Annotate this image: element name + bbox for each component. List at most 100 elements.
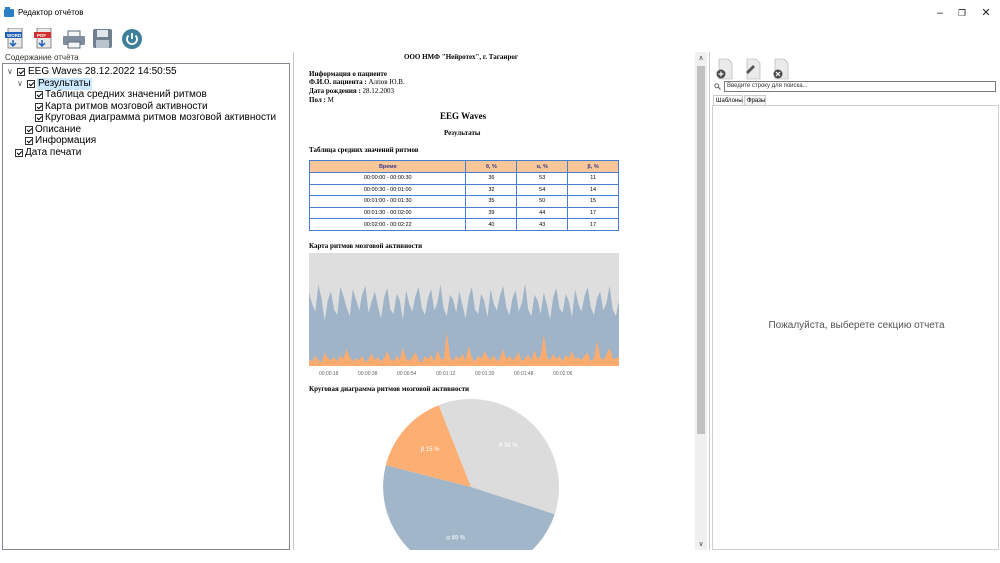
table-cell: 15 xyxy=(567,195,619,208)
tab-templates[interactable]: Шаблоны xyxy=(713,95,743,105)
tree-caption: Содержание отчёта xyxy=(5,53,79,62)
tree-checkbox[interactable] xyxy=(35,91,43,99)
add-template-button[interactable] xyxy=(716,58,734,80)
table-cell: 17 xyxy=(567,206,619,220)
delete-document-icon xyxy=(773,58,789,80)
patient-sex-line: Пол : М xyxy=(309,96,334,104)
report-contents-panel: Содержание отчёта ∨ EEG Waves 28.12.2022… xyxy=(2,52,290,550)
table-row: 00:01:30 - 00:02:00 39 44 17 xyxy=(308,206,619,220)
table-header: Время xyxy=(308,160,467,173)
chevron-down-icon[interactable]: ∨ xyxy=(7,67,13,76)
alpha-area xyxy=(309,283,619,366)
table-header-row: Время θ, % α, % β, % xyxy=(308,160,619,173)
rhythm-averages-table: Время θ, % α, % β, % 00:00:00 - 00:00:30… xyxy=(308,160,619,231)
table-cell: 11 xyxy=(567,172,619,185)
tree-checkbox[interactable] xyxy=(15,149,23,157)
delete-template-button[interactable] xyxy=(772,58,790,80)
chevron-down-icon[interactable]: ∨ xyxy=(17,79,23,88)
x-tick-label: 00:00:18 xyxy=(319,371,339,377)
table-cell: 00:01:30 - 00:02:00 xyxy=(308,206,467,220)
x-tick-label: 00:01:12 xyxy=(436,371,456,377)
table-cell: 35 xyxy=(465,195,518,208)
table-cell: 00:00:00 - 00:00:30 xyxy=(308,172,467,185)
print-button[interactable] xyxy=(62,28,86,50)
table-cell: 14 xyxy=(567,183,619,197)
toolbar: WORD PDF xyxy=(0,26,1000,52)
search-input[interactable]: Введите строку для поиска... xyxy=(724,81,996,92)
map-title: Карта ритмов мозговой активности xyxy=(309,242,423,250)
table-cell: 32 xyxy=(465,183,518,197)
table-cell: 53 xyxy=(516,172,569,185)
table-cell: 00:01:00 - 00:01:30 xyxy=(308,195,467,208)
templates-panel: Введите строку для поиска... Шаблоны Фра… xyxy=(709,52,1000,550)
patient-info-header: Информация о пациенте xyxy=(309,70,387,78)
rhythm-pie-chart: θ 36 % α 49 % β 15 % xyxy=(383,399,560,550)
table-cell: 00:00:30 - 00:01:00 xyxy=(308,183,467,197)
patient-name-line: Ф.И.О. пациента : Алпов Ю.В. xyxy=(309,78,405,86)
report-subtitle: Результаты xyxy=(444,129,481,137)
word-export-icon: WORD xyxy=(5,27,23,49)
export-pdf-button[interactable]: PDF xyxy=(34,27,58,50)
exit-button[interactable] xyxy=(121,28,145,50)
close-button[interactable]: ✕ xyxy=(981,7,991,19)
tree-checkbox[interactable] xyxy=(25,137,33,145)
pie-slice-label: θ 36 % xyxy=(499,443,518,449)
restore-button[interactable]: ❐ xyxy=(957,8,967,18)
title-bar: Редактор отчётов – ❐ ✕ xyxy=(0,0,1000,26)
x-tick-label: 00:02:06 xyxy=(553,371,573,377)
report-tree: ∨ EEG Waves 28.12.2022 14:50:55 ∨ Резуль… xyxy=(2,63,290,550)
table-title: Таблица средних значений ритмов xyxy=(309,146,419,154)
edit-template-button[interactable] xyxy=(744,58,762,80)
x-tick-label: 00:00:38 xyxy=(358,371,378,377)
folder-icon xyxy=(4,7,14,17)
floppy-disk-icon xyxy=(93,29,112,48)
tree-checkbox[interactable] xyxy=(35,114,43,122)
window-title: Редактор отчётов xyxy=(18,8,84,17)
table-header: β, % xyxy=(567,160,619,173)
minimize-button[interactable]: – xyxy=(936,7,944,19)
save-button[interactable] xyxy=(92,28,116,50)
tree-checkbox[interactable] xyxy=(25,126,33,134)
pie-slice-label: α 49 % xyxy=(446,535,465,541)
tree-checkbox[interactable] xyxy=(35,103,43,111)
table-header: α, % xyxy=(516,160,569,173)
x-tick-label: 00:01:48 xyxy=(514,371,534,377)
pie-title: Круговая диаграмма ритмов мозговой актив… xyxy=(309,385,470,393)
printer-icon xyxy=(63,30,85,49)
document-scrollbar[interactable]: ∧ ∨ xyxy=(695,52,707,550)
table-header: θ, % xyxy=(465,160,518,173)
table-cell: 54 xyxy=(516,183,569,197)
search-icon xyxy=(714,83,721,90)
pencil-icon xyxy=(746,58,761,80)
pdf-export-icon: PDF xyxy=(34,27,52,49)
table-cell: 50 xyxy=(516,195,569,208)
tab-phrases[interactable]: Фразы xyxy=(744,95,766,105)
export-word-button[interactable]: WORD xyxy=(5,27,29,50)
patient-dob-line: Дата рождения : 28.12.2003 xyxy=(309,87,395,95)
table-cell: 00:02:00 - 00:02:22 xyxy=(308,218,467,231)
add-document-icon xyxy=(716,58,733,80)
svg-text:PDF: PDF xyxy=(37,33,46,38)
scroll-down-arrow-icon[interactable]: ∨ xyxy=(698,541,704,548)
beta-area xyxy=(309,332,619,366)
scrollbar-thumb[interactable] xyxy=(697,66,705,434)
svg-text:WORD: WORD xyxy=(7,33,22,38)
pie-slice xyxy=(385,405,471,487)
brain-activity-map-chart: 00:00:18 00:00:38 00:00:54 00:01:12 00:01:30… xyxy=(309,253,619,377)
pie-slice xyxy=(438,399,560,515)
table-row: 00:00:30 - 00:01:00 32 54 14 xyxy=(308,183,619,197)
empty-state-message: Пожалуйста, выберете секцию отчета xyxy=(768,320,945,331)
tree-checkbox[interactable] xyxy=(27,80,35,88)
table-row: 00:01:00 - 00:01:30 35 50 15 xyxy=(308,195,619,208)
pie-slice xyxy=(383,465,555,550)
x-tick-label: 00:01:30 xyxy=(475,371,495,377)
pie-slice-label: β 15 % xyxy=(421,447,440,453)
document-preview-panel: ООО НМФ "Нейротех", г. Таганрог Информац… xyxy=(293,52,707,550)
tree-checkbox[interactable] xyxy=(17,68,25,76)
table-cell: 36 xyxy=(465,172,518,185)
scroll-up-arrow-icon[interactable]: ∧ xyxy=(698,55,704,62)
templates-content-area: Пожалуйста, выберете секцию отчета xyxy=(712,105,999,550)
table-cell: 17 xyxy=(567,218,619,231)
x-tick-label: 00:00:54 xyxy=(397,371,417,377)
table-cell: 44 xyxy=(516,206,569,220)
